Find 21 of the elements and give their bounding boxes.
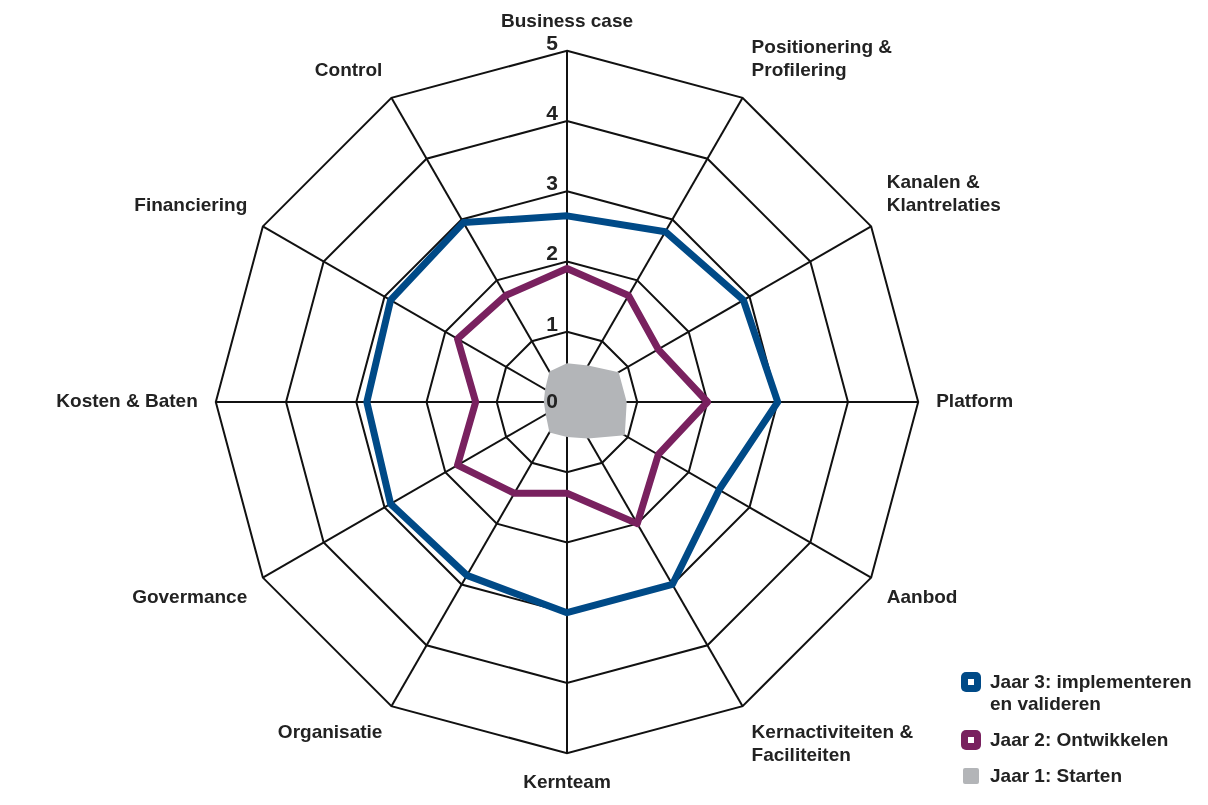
spoke-label: Aanbod [886,586,958,608]
spoke-label: Control [314,59,383,81]
spoke-label: Kanalen & Klantrelaties [886,171,1001,216]
y-tick-label: 5 [546,30,559,54]
legend-label: Jaar 3: implementeren en valideren [990,671,1193,715]
y-tick-label: 0 [546,388,558,412]
spoke-label: Positionering & Profilering [751,36,893,81]
spoke-label: Kosten & Baten [56,390,198,412]
legend-label: Jaar 1: Starten [990,765,1123,787]
y-tick-label: 1 [546,311,559,335]
spoke-label: Kernactiviteiten & Faciliteiten [751,721,914,766]
spoke-label: Organisatie [277,721,383,743]
y-tick-label: 3 [546,171,558,195]
y-tick-label: 2 [546,241,558,265]
legend-label: Jaar 2: Ontwikkelen [990,729,1170,751]
spoke-label: Platform [936,390,1014,412]
spoke-label: Financiering [134,194,248,216]
y-tick-label: 4 [546,100,559,124]
spoke-label: Business case [500,9,634,31]
spoke-label: Kernteam [523,770,611,792]
spoke-label: Govermance [132,586,248,608]
